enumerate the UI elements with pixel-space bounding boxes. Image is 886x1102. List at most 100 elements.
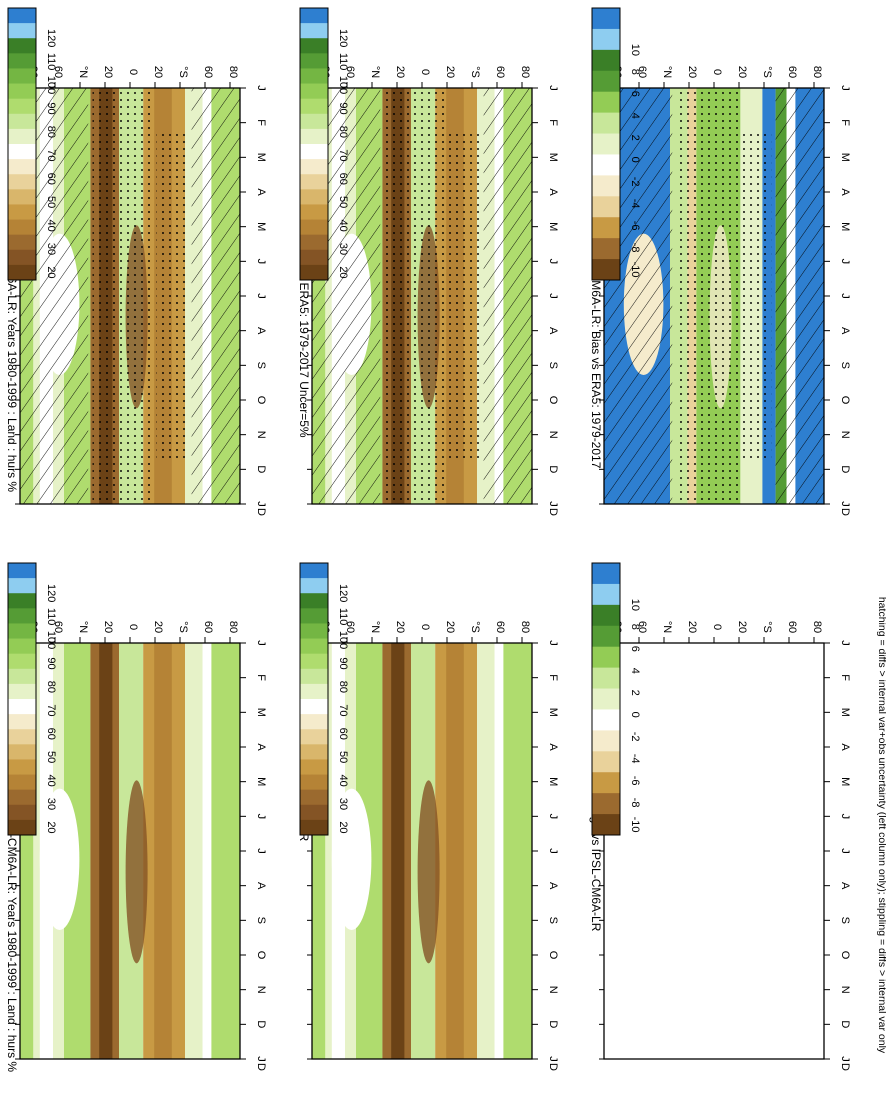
colorbar-swatch	[300, 38, 328, 54]
colorbar-swatch	[592, 112, 620, 134]
band-p2-9	[202, 643, 212, 1059]
colorbar-swatch	[300, 744, 328, 760]
colorbar-swatch	[592, 28, 620, 51]
colorbar-swatch	[8, 219, 36, 236]
lat-label: 20	[102, 621, 114, 633]
colorbar-swatch	[592, 8, 620, 30]
colorbar-label: 120	[337, 29, 349, 47]
lat-label: 60	[636, 66, 648, 78]
month-label: A	[547, 743, 559, 751]
month-label: S	[839, 917, 851, 924]
colorbar-swatch	[592, 625, 620, 648]
month-label: J	[255, 259, 267, 265]
month-label: J	[255, 848, 267, 854]
colorbar-swatch	[8, 563, 36, 579]
lat-label: °S	[177, 66, 189, 78]
month-label: M	[255, 153, 267, 162]
month-label: D	[255, 465, 267, 473]
lat-label: 0	[711, 69, 723, 75]
panel-title: IPSL-CM6A-LR: Bias vs ERA5: 1979-2017	[589, 242, 603, 469]
colorbar-label: 30	[337, 798, 349, 810]
axis-corner-label: D	[547, 508, 559, 516]
month-label: S	[547, 362, 559, 369]
colorbar-label: 100	[45, 76, 57, 94]
colorbar-label: 50	[337, 751, 349, 763]
colorbar-label: 50	[45, 196, 57, 208]
band-p2-8	[185, 643, 203, 1059]
colorbar-label: -2	[629, 177, 641, 187]
colorbar-swatch	[300, 668, 328, 685]
colorbar-label: 10	[629, 599, 641, 611]
colorbar-swatch	[8, 128, 36, 145]
panel-p1: JFMAMJJASONDJ8060°N20020°S6080DIPSL-CM6A…	[5, 66, 267, 516]
colorbar-swatch	[8, 714, 36, 730]
band-p2-7	[154, 643, 172, 1059]
colorbar-label: 110	[337, 53, 349, 71]
lat-label: °N	[661, 66, 673, 78]
panel-p6: JFMAMJJASONDJ8060°N20020°S6080DIPSL-CM6A…	[589, 621, 851, 1071]
colorbar-swatch	[592, 583, 620, 606]
lat-label: °N	[77, 66, 89, 78]
lat-label: 0	[127, 69, 139, 75]
month-label: J	[839, 85, 851, 91]
month-label: F	[839, 119, 851, 126]
colorbar-swatch	[300, 578, 328, 594]
lat-label: 60	[52, 621, 64, 633]
colorbar-label: 110	[337, 608, 349, 626]
colorbar-swatch	[300, 683, 328, 700]
colorbar-swatch	[592, 604, 620, 627]
colorbar-label: 90	[45, 102, 57, 114]
colorbar-swatch	[592, 217, 620, 239]
lat-label: 0	[127, 624, 139, 630]
lat-label: 60	[636, 621, 648, 633]
colorbar-1: 120 110 100 90 80 70 60 50 40 30 20	[7, 7, 57, 281]
axis-corner-label: D	[839, 508, 851, 516]
colorbar-label: 50	[45, 751, 57, 763]
colorbar-label: 4	[629, 668, 641, 674]
colorbar-label: -6	[629, 776, 641, 786]
month-label: S	[547, 917, 559, 924]
blob-p4	[331, 788, 372, 931]
month-label: J	[547, 259, 559, 265]
stippling2-p1	[156, 129, 188, 463]
colorbar-swatch	[300, 623, 328, 639]
colorbar-label: 90	[337, 102, 349, 114]
colorbar-swatch	[592, 175, 620, 197]
lat-label: 60	[344, 66, 356, 78]
colorbar-label: 100	[337, 631, 349, 649]
colorbar-swatch	[592, 563, 620, 585]
panel-p4: JFMAMJJASONDJ8060°N20020°S6080DIPSL-CM6A…	[297, 621, 559, 1071]
month-label: D	[547, 465, 559, 473]
panel-title: ERA5: 1979-2017 Uncer=5%	[297, 282, 311, 437]
lat-label: 60	[202, 66, 214, 78]
month-label: J	[255, 814, 267, 820]
colorbar-swatch	[592, 259, 620, 281]
footer-note: hatching = diffs > internal var+obs unce…	[876, 597, 886, 1054]
colorbar-label: 80	[45, 126, 57, 138]
month-label: S	[255, 917, 267, 924]
colorbar-swatch	[8, 699, 36, 715]
colorbar-swatch	[300, 159, 328, 175]
colorbar-label: 8	[629, 69, 641, 75]
lat-label: 80	[227, 621, 239, 633]
band-p4-4	[391, 643, 405, 1059]
lat-label: 20	[736, 621, 748, 633]
colorbar-swatch	[300, 8, 328, 24]
colorbar-label: 70	[337, 149, 349, 161]
colorbar-swatch	[300, 174, 328, 190]
band-p4-7	[446, 643, 464, 1059]
month-label: A	[255, 882, 267, 890]
colorbar-swatch	[8, 144, 36, 160]
colorbar-swatch	[592, 667, 620, 689]
colorbar-label: 80	[337, 681, 349, 693]
colorbar-swatch	[8, 668, 36, 685]
colorbar-swatch	[8, 623, 36, 639]
colorbar-label: -6	[629, 221, 641, 231]
colorbar-4: 120 110 100 90 80 70 60 50 40 30 20	[299, 562, 349, 836]
lat-label: 20	[152, 66, 164, 78]
colorbar-label: -8	[629, 798, 641, 808]
lat-label: °N	[369, 66, 381, 78]
colorbar-swatch	[300, 819, 328, 836]
colorbar-swatch	[300, 219, 328, 236]
